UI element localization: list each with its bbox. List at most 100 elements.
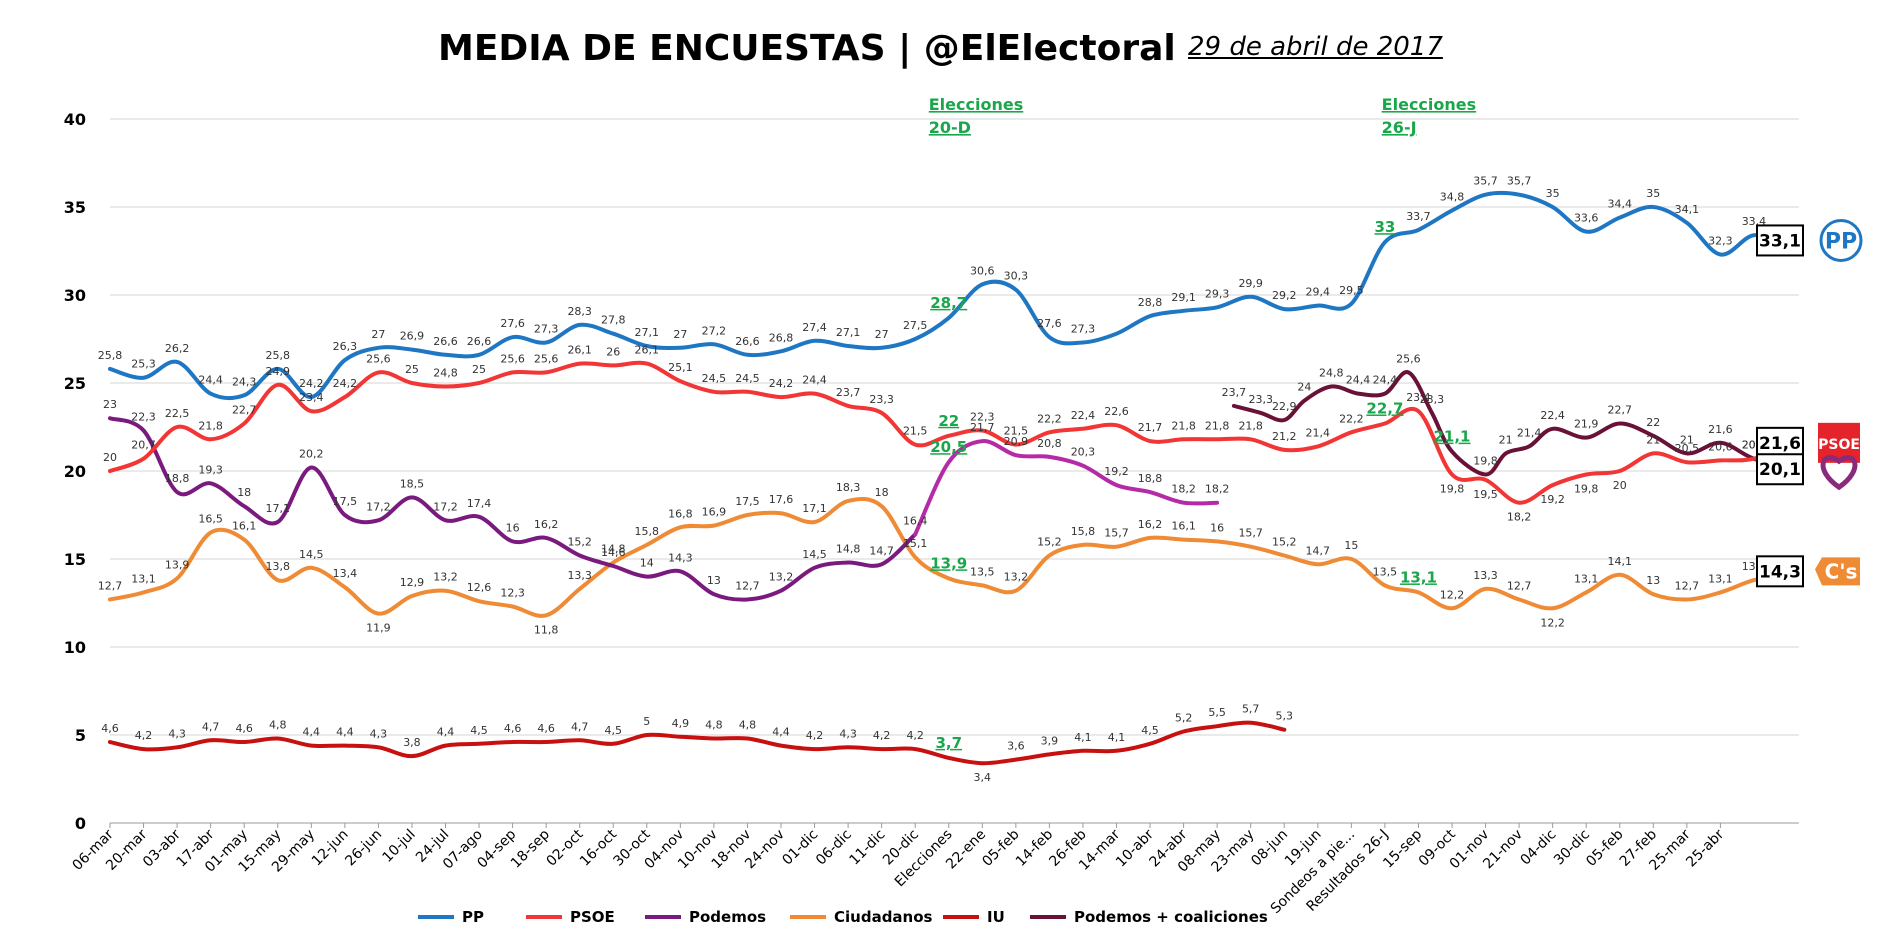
data-label: 18,2 bbox=[1507, 511, 1532, 524]
data-label: 4,8 bbox=[269, 719, 287, 732]
y-tick-label: 10 bbox=[64, 638, 86, 657]
data-label: 24,4 bbox=[1373, 374, 1398, 387]
data-label: 33,6 bbox=[1574, 212, 1599, 225]
y-tick-label: 40 bbox=[64, 110, 86, 129]
data-label: 24,4 bbox=[198, 374, 223, 387]
data-label: 22,2 bbox=[1037, 412, 1062, 425]
data-label: 15,2 bbox=[567, 535, 592, 548]
x-tick-label: 01-dic bbox=[779, 827, 821, 869]
data-label: 22,9 bbox=[1272, 400, 1297, 413]
data-label: 20,9 bbox=[1004, 435, 1029, 448]
data-label: 4,8 bbox=[705, 719, 723, 732]
data-label: 23,7 bbox=[836, 386, 861, 399]
data-labels: 4,6 4,2 4,3 4,7 4,6 4,8 4,4 4,4 4,3 3,8 4,4 4,5 4,6 4… bbox=[98, 175, 1800, 784]
data-label: 21 bbox=[1680, 433, 1694, 446]
data-label: 13,2 bbox=[769, 571, 794, 584]
data-label: 26,6 bbox=[467, 335, 492, 348]
data-label: 32,3 bbox=[1708, 235, 1733, 248]
data-label: 4,4 bbox=[303, 726, 321, 739]
data-label: 22,2 bbox=[1339, 412, 1364, 425]
data-label: 21,7 bbox=[1138, 421, 1163, 434]
data-label: 13,1 bbox=[1574, 572, 1599, 585]
data-label: 14,8 bbox=[601, 543, 626, 556]
data-label: 4,9 bbox=[672, 717, 690, 730]
data-label: 12,2 bbox=[1540, 616, 1565, 629]
data-label: 14,5 bbox=[802, 548, 827, 561]
data-label: 33 bbox=[1374, 218, 1395, 236]
data-label: 22 bbox=[938, 412, 959, 430]
data-label: 22,3 bbox=[970, 411, 995, 424]
data-label: 12,6 bbox=[467, 581, 492, 594]
y-tick-label: 5 bbox=[75, 726, 86, 745]
data-label: 26,3 bbox=[333, 340, 358, 353]
data-label: 27 bbox=[875, 328, 889, 341]
data-label: 29,5 bbox=[1339, 284, 1364, 297]
y-tick-label: 35 bbox=[64, 198, 86, 217]
data-label: 4,4 bbox=[336, 726, 354, 739]
data-label: 4,4 bbox=[437, 726, 455, 739]
data-label: 13,3 bbox=[567, 569, 592, 582]
y-tick-label: 20 bbox=[64, 462, 86, 481]
data-label: 23,3 bbox=[1420, 393, 1445, 406]
data-label: 24,9 bbox=[266, 365, 291, 378]
data-label: 4,6 bbox=[101, 722, 119, 735]
data-label: 14,7 bbox=[869, 544, 894, 557]
data-label: 13,9 bbox=[165, 558, 190, 571]
data-label: 24,5 bbox=[702, 372, 727, 385]
final-value-label: 33,1 bbox=[1759, 231, 1801, 251]
data-label: 19,2 bbox=[1104, 465, 1129, 478]
data-label: 20,5 bbox=[930, 438, 967, 456]
data-label: 34,1 bbox=[1675, 203, 1700, 216]
data-label: 25,8 bbox=[98, 349, 123, 362]
x-tick-label: 10-jul bbox=[380, 827, 419, 866]
data-label: 16,2 bbox=[534, 518, 559, 531]
data-label: 4,2 bbox=[873, 729, 891, 742]
data-label: 19,8 bbox=[1473, 455, 1498, 468]
data-label: 19,5 bbox=[1473, 488, 1498, 501]
data-label: 15,2 bbox=[1272, 535, 1297, 548]
data-label: 25 bbox=[405, 363, 419, 376]
election-annotation: 26-J bbox=[1382, 118, 1417, 137]
data-label: 20 bbox=[103, 451, 117, 464]
series-line-podemos-coaliciones bbox=[1231, 370, 1798, 477]
data-label: 24,5 bbox=[735, 372, 760, 385]
data-label: 22,6 bbox=[1104, 405, 1129, 418]
y-tick-label: 25 bbox=[64, 374, 86, 393]
pp-logo-text: PP bbox=[1825, 229, 1857, 254]
data-label: 3,8 bbox=[403, 736, 421, 749]
data-label: 19,2 bbox=[1540, 493, 1565, 506]
data-label: 17,6 bbox=[769, 493, 794, 506]
psoe-logo-text: PSOE bbox=[1818, 437, 1860, 453]
data-label: 16 bbox=[506, 521, 520, 534]
data-label: 12,9 bbox=[400, 576, 425, 589]
data-label: 24,2 bbox=[769, 377, 794, 390]
data-label: 25,6 bbox=[534, 352, 559, 365]
data-label: 13,3 bbox=[1473, 569, 1498, 582]
data-label: 18,2 bbox=[1205, 483, 1230, 496]
data-label: 3,7 bbox=[935, 734, 962, 752]
data-label: 34,8 bbox=[1440, 191, 1465, 204]
election-annotations: Elecciones 20-D Elecciones 26-J bbox=[929, 95, 1476, 137]
chart-date: 29 de abril de 2017 bbox=[1188, 32, 1443, 62]
data-label: 19,8 bbox=[1574, 483, 1599, 496]
data-label: 23,3 bbox=[1249, 393, 1274, 406]
data-label: 34,4 bbox=[1608, 198, 1633, 211]
data-label: 16,8 bbox=[668, 507, 693, 520]
data-label: 27,4 bbox=[802, 321, 827, 334]
x-tick-label: 05-feb bbox=[1583, 826, 1626, 869]
data-label: 17,2 bbox=[433, 500, 458, 513]
data-label: 4,2 bbox=[806, 729, 824, 742]
data-label: 26,6 bbox=[433, 335, 458, 348]
data-label: 28,8 bbox=[1138, 296, 1163, 309]
cs-logo-text: C's bbox=[1825, 559, 1858, 583]
data-label: 4,7 bbox=[202, 720, 220, 733]
data-label: 20,2 bbox=[299, 447, 324, 460]
data-label: 4,5 bbox=[605, 724, 623, 737]
data-label: 4,3 bbox=[370, 727, 388, 740]
data-label: 22,7 bbox=[1608, 403, 1633, 416]
data-label: 20,7 bbox=[131, 439, 156, 452]
data-label: 15,8 bbox=[1071, 525, 1096, 538]
data-label: 14,6 bbox=[601, 546, 626, 559]
data-label: 26,1 bbox=[635, 344, 660, 357]
data-label: 14 bbox=[640, 557, 654, 570]
